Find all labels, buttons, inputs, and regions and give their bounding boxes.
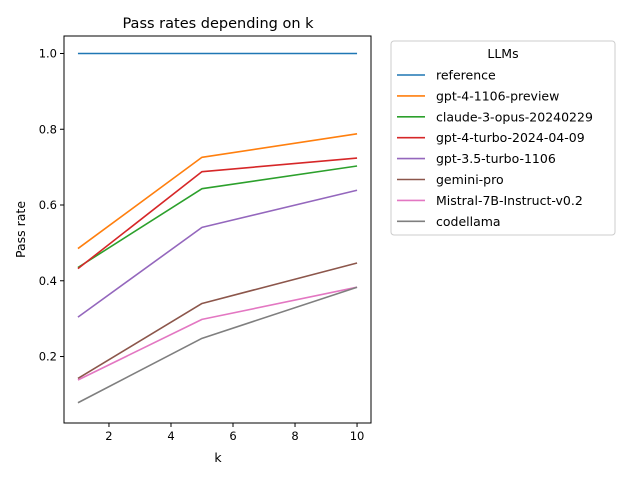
x-tick-label: 2 bbox=[105, 429, 112, 443]
x-axis: 2 4 6 8 10 bbox=[105, 423, 364, 443]
legend-label-gpt-4-turbo-2024-04-09: gpt-4-turbo-2024-04-09 bbox=[436, 130, 585, 145]
y-tick-label: 0.8 bbox=[39, 122, 57, 136]
legend-label-codellama: codellama bbox=[436, 214, 501, 229]
y-tick-label: 0.4 bbox=[39, 274, 57, 288]
chart-title: Pass rates depending on k bbox=[122, 16, 314, 32]
series-line-mistral-7b-instruct-v0-2 bbox=[77, 286, 358, 381]
legend-label-mistral-7b-instruct-v0-2: Mistral-7B-Instruct-v0.2 bbox=[436, 193, 583, 208]
x-tick-label: 4 bbox=[167, 429, 174, 443]
legend: LLMs reference gpt-4-1106-preview claude-3… bbox=[390, 40, 616, 236]
x-tick-label: 10 bbox=[350, 429, 365, 443]
series-line-gpt-4-turbo-2024-04-09 bbox=[77, 157, 358, 270]
series-line-gemini-pro bbox=[77, 262, 358, 380]
legend-title: LLMs bbox=[487, 46, 518, 61]
y-tick-label: 0.2 bbox=[39, 350, 57, 364]
plot-lines bbox=[77, 52, 358, 404]
series-line-claude-3-opus-20240229 bbox=[77, 165, 358, 269]
legend-items: reference gpt-4-1106-preview claude-3-opus… bbox=[397, 68, 593, 229]
legend-label-gpt-4-1106-preview: gpt-4-1106-preview bbox=[436, 88, 559, 103]
x-tick-label: 8 bbox=[291, 429, 298, 443]
legend-label-gemini-pro: gemini-pro bbox=[436, 172, 504, 187]
y-axis-label: Pass rate bbox=[13, 201, 28, 258]
series-line-gpt-4-1106-preview bbox=[77, 133, 358, 250]
plot-frame bbox=[63, 35, 372, 424]
y-axis: 0.2 0.4 0.6 0.8 1.0 bbox=[39, 46, 64, 364]
legend-label-reference: reference bbox=[436, 68, 496, 83]
series-line-gpt-3-5-turbo-1106 bbox=[77, 189, 358, 318]
legend-box bbox=[390, 40, 616, 236]
y-tick-label: 1.0 bbox=[39, 46, 57, 60]
x-axis-label: k bbox=[214, 450, 222, 465]
legend-label-claude-3-opus-20240229: claude-3-opus-20240229 bbox=[436, 109, 593, 124]
y-tick-label: 0.6 bbox=[39, 198, 57, 212]
legend-label-gpt-3-5-turbo-1106: gpt-3.5-turbo-1106 bbox=[436, 151, 556, 166]
x-tick-label: 6 bbox=[229, 429, 236, 443]
series-line-codellama bbox=[77, 286, 358, 404]
